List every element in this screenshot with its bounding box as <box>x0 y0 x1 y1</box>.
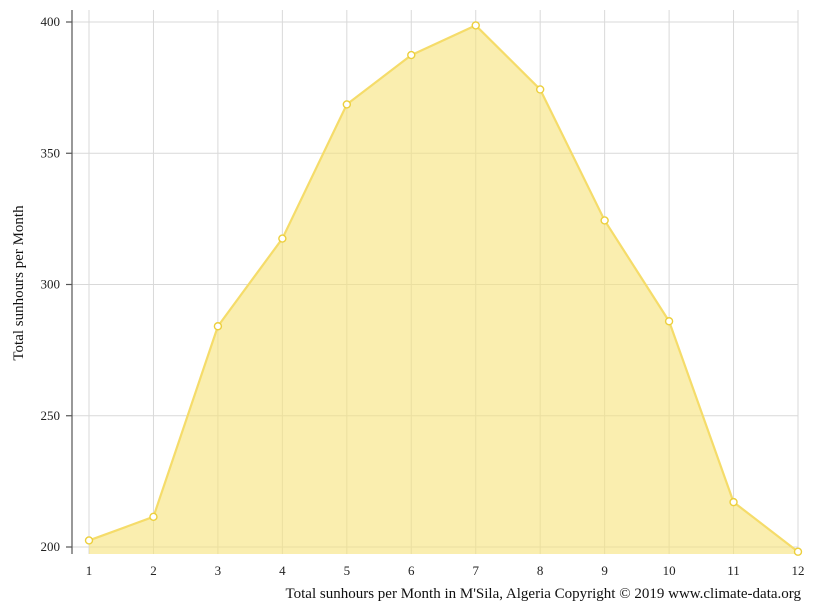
data-point-3 <box>213 322 223 331</box>
data-markers <box>84 21 803 556</box>
y-tick-label-300: 300 <box>41 277 61 292</box>
data-point-9 <box>600 216 609 225</box>
x-tick-label-12: 12 <box>792 563 805 578</box>
x-tick-label-4: 4 <box>279 563 286 578</box>
data-point-12 <box>793 547 803 556</box>
chart-caption: Total sunhours per Month in M'Sila, Alge… <box>286 586 802 602</box>
x-tick-label-5: 5 <box>344 563 351 578</box>
data-point-2 <box>149 512 158 522</box>
data-point-6 <box>407 50 416 60</box>
series-line <box>88 24 799 553</box>
x-tick-label-9: 9 <box>601 563 608 578</box>
x-tick-label-2: 2 <box>150 563 157 578</box>
x-tick-label-8: 8 <box>537 563 544 578</box>
x-tick-label-6: 6 <box>408 563 415 578</box>
x-tick-label-7: 7 <box>472 563 479 578</box>
y-tick-label-350: 350 <box>41 145 61 160</box>
y-tick-label-400: 400 <box>41 14 61 29</box>
data-point-4 <box>278 234 287 243</box>
x-tick-label-1: 1 <box>86 563 93 578</box>
x-tick-label-10: 10 <box>663 563 676 578</box>
area-fill <box>89 25 798 555</box>
area-layer <box>88 24 799 555</box>
data-point-10 <box>664 317 674 326</box>
data-point-7 <box>471 21 480 30</box>
x-tick-label-11: 11 <box>727 563 740 578</box>
data-point-8 <box>535 85 545 94</box>
data-point-1 <box>84 536 94 545</box>
y-axis-title: Total sunhours per Month <box>11 205 27 361</box>
data-point-5 <box>342 100 352 109</box>
y-tick-label-200: 200 <box>41 539 61 554</box>
axes <box>66 10 73 554</box>
y-tick-label-250: 250 <box>41 408 61 423</box>
x-tick-label-3: 3 <box>215 563 222 578</box>
data-point-11 <box>729 497 738 507</box>
